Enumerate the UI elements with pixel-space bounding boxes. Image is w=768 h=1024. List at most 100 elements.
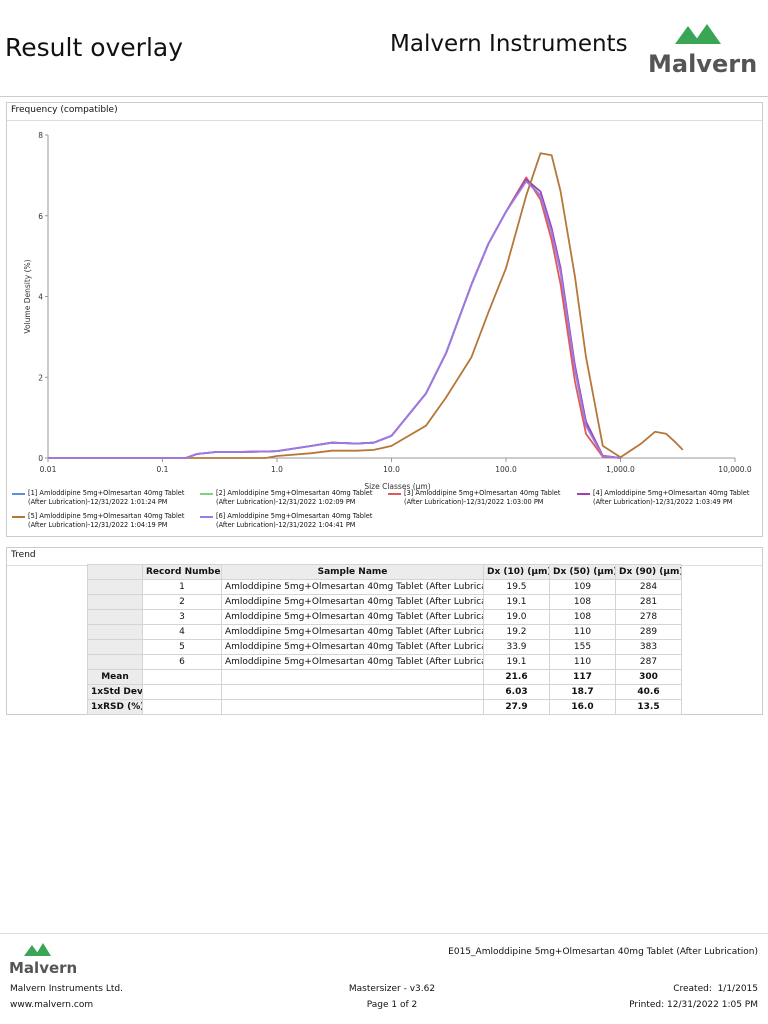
header-row: Record Number Sample Name Dx (10) (μm) Dx (… <box>87 564 682 580</box>
cell: Amloddipine 5mg+Olmesartan 40mg Tablet (… <box>221 579 484 595</box>
corner-cell <box>87 564 143 580</box>
x-tick-label: 1,000.0 <box>606 465 635 474</box>
footer-company: Malvern Instruments Ltd. <box>10 984 123 994</box>
footer-website: www.malvern.com <box>10 1000 94 1010</box>
cell: 4 <box>142 624 222 640</box>
row-header <box>87 579 143 595</box>
cell: 117 <box>549 669 616 685</box>
panel-header <box>7 103 762 121</box>
legend-label: [2] Amloddipine 5mg+Olmesartan 40mg Tabl… <box>216 489 373 506</box>
cell: 40.6 <box>615 684 682 700</box>
row-header <box>87 609 143 625</box>
row-header: 1xStd Dev <box>87 684 143 700</box>
cell <box>221 699 484 715</box>
y-tick-label: 0 <box>38 454 43 463</box>
x-axis-label: Size Classes (μm) <box>364 482 430 491</box>
y-tick-label: 4 <box>38 293 43 302</box>
x-tick-label: 0.1 <box>157 465 169 474</box>
record-row: 6 Amloddipine 5mg+Olmesartan 40mg Tablet … <box>87 654 682 670</box>
cell: 383 <box>615 639 682 655</box>
legend-item: [4] Amloddipine 5mg+Olmesartan 40mg Tabl… <box>577 489 753 507</box>
trend-table: Record Number Sample Name Dx (10) (μm) Dx (… <box>87 564 682 715</box>
series-line <box>48 180 621 459</box>
row-header <box>87 639 143 655</box>
page-number: Page 1 of 2 <box>366 1000 418 1010</box>
column-header: Dx (10) (μm) <box>483 564 550 580</box>
x-tick-label: 0.01 <box>40 465 57 474</box>
file-name: E015_Amloddipine 5mg+Olmesartan 40mg Tab… <box>448 947 758 957</box>
legend-item: [2] Amloddipine 5mg+Olmesartan 40mg Tabl… <box>200 489 376 507</box>
cell: Amloddipine 5mg+Olmesartan 40mg Tablet (… <box>221 594 484 610</box>
cell: Amloddipine 5mg+Olmesartan 40mg Tablet (… <box>221 654 484 670</box>
cell <box>221 684 484 700</box>
legend-label: [1] Amloddipine 5mg+Olmesartan 40mg Tabl… <box>28 489 185 506</box>
printed-date: Printed: 12/31/2022 1:05 PM <box>629 1000 758 1010</box>
row-header: Mean <box>87 669 143 685</box>
logo-text: Malvern <box>9 959 77 976</box>
series-line <box>48 178 621 459</box>
legend-label: [5] Amloddipine 5mg+Olmesartan 40mg Tabl… <box>28 512 185 529</box>
cell: 281 <box>615 594 682 610</box>
cell <box>142 684 222 700</box>
cell: 16.0 <box>549 699 616 715</box>
cell: 109 <box>549 579 616 595</box>
legend-item: [5] Amloddipine 5mg+Olmesartan 40mg Tabl… <box>12 512 188 530</box>
legend-item: [3] Amloddipine 5mg+Olmesartan 40mg Tabl… <box>388 489 564 507</box>
cell: 110 <box>549 654 616 670</box>
cell: 19.2 <box>483 624 550 640</box>
stat-row: 1xStd Dev 6.03 18.7 40.6 <box>87 684 682 700</box>
divider <box>0 96 768 97</box>
stat-row: Mean 21.6 117 300 <box>87 669 682 685</box>
cell <box>221 669 484 685</box>
cell <box>142 699 222 715</box>
panel-title: Frequency (compatible) <box>11 105 118 115</box>
record-row: 2 Amloddipine 5mg+Olmesartan 40mg Tablet … <box>87 594 682 610</box>
cell: 2 <box>142 594 222 610</box>
stat-row: 1xRSD (%) 27.9 16.0 13.5 <box>87 699 682 715</box>
row-header <box>87 624 143 640</box>
cell: 21.6 <box>483 669 550 685</box>
cell: Amloddipine 5mg+Olmesartan 40mg Tablet (… <box>221 639 484 655</box>
cell: 289 <box>615 624 682 640</box>
cell: 19.1 <box>483 594 550 610</box>
record-row: 5 Amloddipine 5mg+Olmesartan 40mg Tablet … <box>87 639 682 655</box>
cell: 108 <box>549 609 616 625</box>
row-header <box>87 594 143 610</box>
legend-swatch <box>12 493 25 495</box>
legend-swatch <box>200 493 213 495</box>
cell: Amloddipine 5mg+Olmesartan 40mg Tablet (… <box>221 609 484 625</box>
series-line <box>48 178 621 459</box>
cell: 278 <box>615 609 682 625</box>
cell: 3 <box>142 609 222 625</box>
chart: 0 2 4 6 8 0.01 0.1 1.0 10.0 100.0 1,000.0 10,000.0 S… <box>23 131 752 491</box>
y-tick-label: 2 <box>38 373 43 382</box>
y-tick-label: 6 <box>38 212 43 221</box>
cell: Amloddipine 5mg+Olmesartan 40mg Tablet (… <box>221 624 484 640</box>
cell <box>142 669 222 685</box>
cell: 6 <box>142 654 222 670</box>
logo-text: Malvern <box>648 50 757 77</box>
cell: 300 <box>615 669 682 685</box>
column-header: Record Number <box>142 564 222 580</box>
cell: 108 <box>549 594 616 610</box>
series-line <box>48 152 684 459</box>
software: Mastersizer - v3.62 <box>348 984 436 994</box>
cell: 5 <box>142 639 222 655</box>
x-tick-label: 1.0 <box>271 465 283 474</box>
cell: 19.1 <box>483 654 550 670</box>
cell: 155 <box>549 639 616 655</box>
cell: 13.5 <box>615 699 682 715</box>
legend-swatch <box>388 493 401 495</box>
legend-label: [4] Amloddipine 5mg+Olmesartan 40mg Tabl… <box>593 489 750 506</box>
cell: 18.7 <box>549 684 616 700</box>
record-row: 1 Amloddipine 5mg+Olmesartan 40mg Tablet … <box>87 579 682 595</box>
cell: 27.9 <box>483 699 550 715</box>
cell: 19.5 <box>483 579 550 595</box>
legend-swatch <box>200 516 213 518</box>
cell: 6.03 <box>483 684 550 700</box>
report-title: Result overlay <box>5 33 184 62</box>
x-tick-label: 100.0 <box>495 465 517 474</box>
footer-logo: Malvern <box>9 943 77 976</box>
row-header: 1xRSD (%) <box>87 699 143 715</box>
